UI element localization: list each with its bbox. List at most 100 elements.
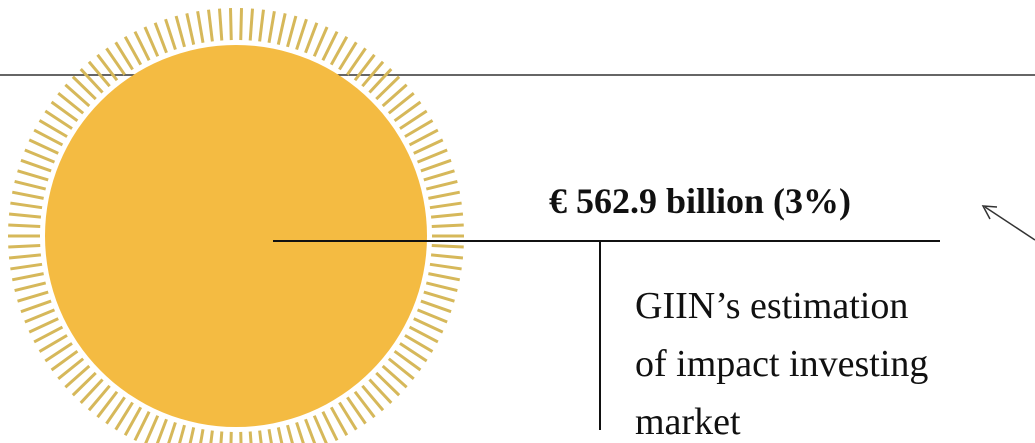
- sun-ray: [71, 75, 97, 101]
- sun-ray: [416, 308, 448, 324]
- arrow-shaft: [984, 206, 1035, 241]
- sun-ray: [276, 13, 287, 45]
- sun-ray: [71, 371, 97, 397]
- sun-ray: [20, 158, 52, 173]
- sun-ray: [87, 60, 111, 88]
- description-line: GIIN’s estimation: [635, 285, 908, 327]
- sun-ray: [17, 169, 49, 182]
- description-line: market: [635, 401, 741, 443]
- sun-ray: [413, 138, 444, 155]
- sun-ray: [404, 334, 434, 353]
- sun-ray: [425, 281, 458, 293]
- sun-ray: [408, 128, 439, 147]
- sun-ray: [64, 83, 91, 108]
- sun-ray: [57, 92, 85, 115]
- sun-ray: [50, 349, 79, 372]
- sun-ray: [399, 109, 428, 130]
- sun-ray: [258, 430, 263, 443]
- sun-ray: [408, 325, 439, 344]
- sun-ray: [33, 325, 64, 344]
- sun-ray: [153, 22, 168, 54]
- sun-ray: [133, 411, 151, 442]
- sun-ray: [10, 262, 43, 271]
- sun-ray: [196, 11, 205, 44]
- sun-ray: [399, 342, 428, 363]
- sun-ray: [429, 201, 462, 210]
- sun-ray: [114, 41, 134, 71]
- sun-ray: [375, 371, 401, 397]
- sun-ray: [87, 384, 111, 412]
- sun-ray: [258, 9, 265, 42]
- sun-ray: [209, 430, 214, 443]
- sun-ray: [219, 431, 224, 443]
- sun-ray: [239, 431, 243, 443]
- sun-ray: [267, 428, 273, 443]
- sun-ray: [167, 421, 177, 443]
- sun-ray: [329, 36, 349, 66]
- sun-ray: [123, 36, 143, 66]
- sun-ray: [425, 179, 458, 191]
- sun-ray: [431, 223, 464, 229]
- sun-ray: [143, 26, 160, 57]
- sun-ray: [413, 317, 444, 334]
- sun-ray: [381, 83, 408, 108]
- sun-ray: [44, 109, 73, 130]
- sun-ray: [11, 190, 44, 200]
- sun-ray: [105, 396, 126, 425]
- sun-ray: [123, 406, 143, 436]
- sun-ray: [375, 75, 401, 101]
- sun-ray: [393, 349, 422, 372]
- sun-ray: [105, 47, 126, 76]
- sun-ray: [185, 13, 196, 45]
- sun-ray: [423, 290, 455, 303]
- sun-ray: [312, 415, 328, 443]
- sun-ray: [295, 421, 305, 443]
- sun-ray: [10, 201, 43, 210]
- sun-ray: [178, 424, 186, 443]
- sun-ray: [11, 272, 44, 282]
- sun-ray: [361, 60, 385, 88]
- sun-ray: [346, 396, 367, 425]
- sun-ray: [20, 299, 52, 314]
- sun-ray: [387, 357, 415, 380]
- sun-ray: [64, 364, 91, 389]
- sun-ray: [430, 212, 464, 219]
- sun-ray: [286, 424, 294, 443]
- amount-label: € 562.9 billion (3%): [549, 181, 851, 221]
- sun-ray: [24, 308, 56, 324]
- sun-ray: [164, 18, 177, 51]
- description-line: of impact investing: [635, 343, 928, 385]
- sun-ray: [96, 390, 119, 419]
- sun-ray: [361, 384, 385, 412]
- sun-ray: [286, 15, 298, 48]
- sun-ray: [155, 418, 168, 443]
- sun-ray: [144, 415, 160, 443]
- sun-ray: [423, 169, 455, 182]
- sun-ray: [368, 68, 393, 94]
- sun-ray: [329, 406, 349, 436]
- sun-ray: [79, 68, 104, 94]
- sun-ray: [14, 281, 47, 293]
- sun-ray: [321, 30, 339, 61]
- sun-ray: [38, 119, 68, 138]
- arrow-head: [981, 205, 998, 220]
- sun-ray: [312, 26, 329, 57]
- sun-ray: [96, 53, 119, 82]
- sun-ray: [276, 427, 284, 443]
- sun-ray: [33, 128, 64, 147]
- sun-ray: [8, 223, 41, 229]
- sun-ray: [24, 148, 56, 164]
- sun-ray: [430, 253, 464, 260]
- sun-ray: [416, 148, 448, 164]
- sun-ray: [14, 179, 47, 191]
- sun-ray: [57, 357, 85, 380]
- sun-ray: [248, 431, 253, 443]
- sun-ray: [295, 18, 308, 51]
- sun-ray: [133, 30, 151, 61]
- sun-ray: [431, 243, 464, 249]
- sun-ray: [44, 342, 73, 363]
- sun-ray: [428, 272, 461, 282]
- sun-ray: [28, 138, 59, 155]
- sun-ray: [114, 401, 134, 431]
- sun-ray: [239, 8, 244, 41]
